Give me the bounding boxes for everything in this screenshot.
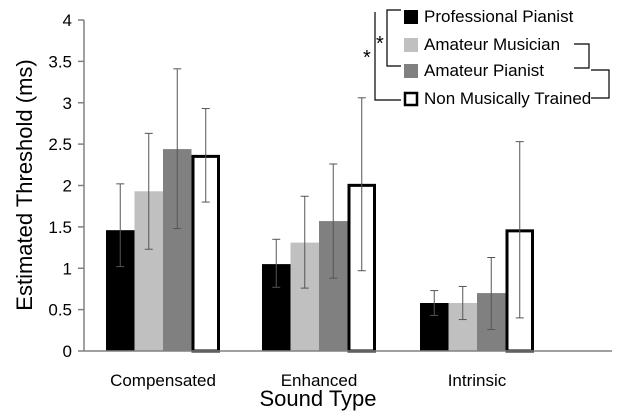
significance-asterisk-upper: * (376, 33, 384, 55)
bars (106, 149, 534, 353)
y-tick-label: 2 (63, 177, 72, 196)
legend-swatch (404, 38, 418, 52)
legend: Professional Pianist Amateur Musician Amat… (363, 7, 610, 108)
significance-bracket-right (574, 43, 590, 69)
y-tick-label: 2.5 (48, 135, 72, 154)
y-tick-label: 4 (63, 11, 72, 30)
legend-label: Amateur Pianist (424, 61, 544, 80)
y-tick-label: 0 (63, 342, 72, 361)
legend-swatch (403, 91, 419, 107)
category-labels: Compensated Enhanced Intrinsic (110, 371, 507, 390)
legend-label: Amateur Musician (424, 35, 560, 54)
category-label: Intrinsic (448, 371, 507, 390)
y-axis-title: Estimated Threshold (ms) (12, 59, 37, 310)
significance-bracket-bottom-right (591, 69, 610, 99)
category-label: Compensated (110, 371, 216, 390)
y-axis-ticks: 0 0.5 1 1.5 2 2.5 3 3.5 4 (48, 11, 84, 361)
y-tick-label: 1.5 (48, 218, 72, 237)
significance-bracket-inner (386, 9, 401, 67)
significance-bracket-outer (374, 12, 401, 101)
legend-swatch (404, 10, 418, 24)
legend-label: Professional Pianist (424, 7, 574, 26)
y-tick-label: 1 (63, 259, 72, 278)
legend-label: Non Musically Trained (424, 89, 591, 108)
y-tick-label: 3 (63, 94, 72, 113)
error-bars (116, 68, 524, 330)
significance-asterisk-lower: * (363, 47, 371, 69)
x-axis-title: Sound Type (259, 386, 376, 411)
y-tick-label: 3.5 (48, 52, 72, 71)
y-tick-label: 0.5 (48, 301, 72, 320)
category-label: Enhanced (281, 371, 358, 390)
legend-swatch (404, 64, 418, 78)
